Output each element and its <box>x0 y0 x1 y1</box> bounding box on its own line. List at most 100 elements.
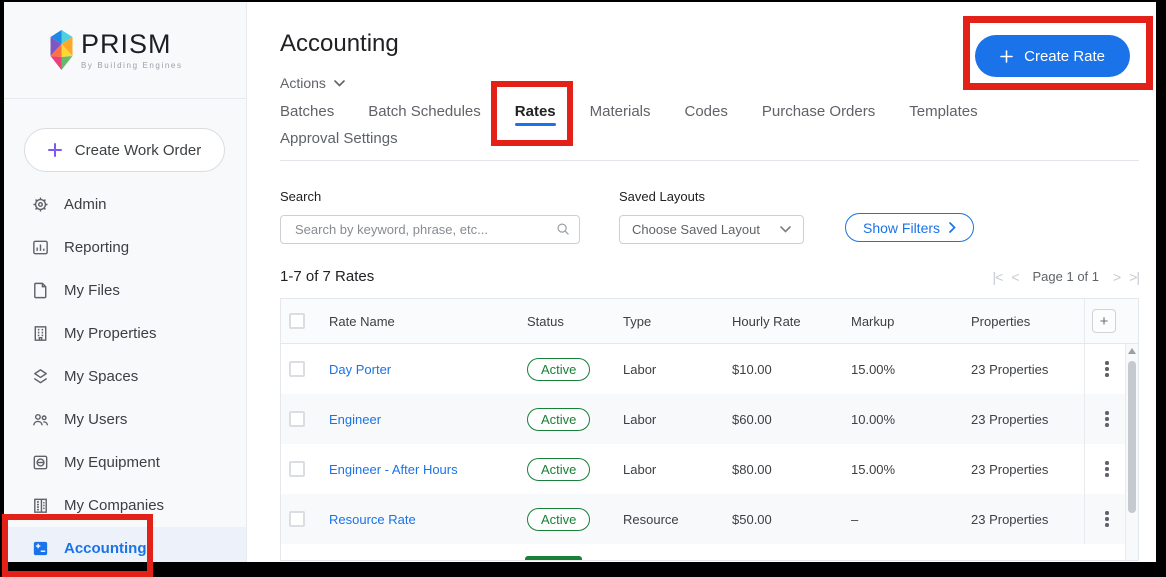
logo-text: PRISM By Building Engines <box>81 28 183 70</box>
table-header: Rate Name Status Type Hourly Rate Markup… <box>281 299 1138 344</box>
sidebar-item-my-equipment[interactable]: My Equipment <box>4 441 246 484</box>
column-header-rate-name[interactable]: Rate Name <box>329 313 395 329</box>
create-rate-button[interactable]: Create Rate <box>975 35 1130 77</box>
tab-batches[interactable]: Batches <box>280 103 335 120</box>
select-all-checkbox[interactable] <box>289 313 305 329</box>
plus-icon <box>47 143 62 157</box>
sidebar-item-my-files[interactable]: My Files <box>4 269 246 312</box>
results-row: 1-7 of 7 Rates |< < Page 1 of 1 > >| <box>280 268 1140 285</box>
table-row[interactable]: Day Porter Active Labor $10.00 15.00% 23… <box>281 344 1138 394</box>
type-cell: Labor <box>623 361 657 377</box>
rate-name-link[interactable]: Day Porter <box>329 361 392 377</box>
scrollbar-thumb[interactable] <box>1128 361 1136 513</box>
sidebar-item-label: My Spaces <box>64 368 139 385</box>
row-menu-icon[interactable] <box>1101 407 1113 431</box>
column-header-properties[interactable]: Properties <box>971 313 1031 329</box>
sidebar-item-my-companies[interactable]: My Companies <box>4 484 246 527</box>
row-checkbox[interactable] <box>289 511 305 527</box>
rate-name-link[interactable]: Resource Rate <box>329 511 416 527</box>
search-label: Search <box>280 189 322 204</box>
actions-label: Actions <box>280 75 326 91</box>
app-window: PRISM By Building Engines Create Work Or… <box>4 2 1156 562</box>
row-checkbox[interactable] <box>289 461 305 477</box>
company-icon <box>30 496 50 516</box>
page-title: Accounting <box>280 30 399 57</box>
row-menu-icon[interactable] <box>1101 357 1113 381</box>
markup-cell: 15.00% <box>851 361 896 377</box>
table-scrollbar[interactable] <box>1125 344 1138 560</box>
bar-chart-icon <box>30 238 50 258</box>
tab-approval-settings[interactable]: Approval Settings <box>280 130 398 147</box>
show-filters-button[interactable]: Show Filters <box>845 213 975 242</box>
main-content: Accounting Create Rate Actions Batches B… <box>247 2 1156 562</box>
scroll-up-icon[interactable] <box>1128 348 1136 354</box>
properties-cell: 23 Properties <box>971 411 1049 427</box>
prev-page-button[interactable]: < <box>1011 268 1019 285</box>
search-icon <box>556 222 570 236</box>
chevron-down-icon <box>780 226 791 233</box>
create-work-order-button[interactable]: Create Work Order <box>24 128 225 172</box>
status-badge: Active <box>527 407 591 431</box>
saved-layouts-field: Saved Layouts Choose Saved Layout <box>619 189 804 244</box>
tab-batch-schedules[interactable]: Batch Schedules <box>368 103 481 120</box>
search-field: Search <box>280 189 580 244</box>
layers-icon <box>30 367 50 387</box>
brand-name: PRISM <box>81 28 172 59</box>
status-badge: Active <box>527 357 591 381</box>
sidebar-item-label: My Users <box>64 411 128 428</box>
actions-dropdown[interactable]: Actions <box>280 75 345 91</box>
table-row-partial <box>281 544 1138 560</box>
row-checkbox[interactable] <box>289 361 305 377</box>
plus-icon <box>1000 49 1013 63</box>
tab-rates[interactable]: Rates <box>514 103 556 130</box>
saved-layouts-value: Choose Saved Layout <box>632 222 760 237</box>
building-icon <box>30 324 50 344</box>
row-menu-icon[interactable] <box>1101 507 1113 531</box>
markup-cell: – <box>851 511 859 527</box>
sidebar-item-label: Accounting <box>64 540 147 557</box>
status-badge: Active <box>527 457 591 481</box>
create-work-order-label: Create Work Order <box>74 141 202 159</box>
calculator-icon <box>30 539 50 559</box>
sidebar-item-admin[interactable]: Admin <box>4 183 246 226</box>
tab-materials[interactable]: Materials <box>589 103 651 120</box>
rate-name-link[interactable]: Engineer <box>329 411 382 427</box>
column-header-hourly-rate[interactable]: Hourly Rate <box>732 313 801 329</box>
tab-codes[interactable]: Codes <box>684 103 728 120</box>
sidebar-item-my-spaces[interactable]: My Spaces <box>4 355 246 398</box>
first-page-button[interactable]: |< <box>992 268 1004 285</box>
sidebar-item-accounting[interactable]: Accounting <box>4 527 246 562</box>
results-count: 1-7 of 7 Rates <box>280 268 375 285</box>
hourly-rate-cell: $50.00 <box>732 511 772 527</box>
rates-table: Rate Name Status Type Hourly Rate Markup… <box>280 298 1139 561</box>
sidebar-item-reporting[interactable]: Reporting <box>4 226 246 269</box>
gear-icon <box>30 195 50 215</box>
status-badge-partial <box>525 556 582 560</box>
next-page-button[interactable]: > <box>1113 268 1121 285</box>
column-header-status[interactable]: Status <box>527 313 564 329</box>
sidebar-item-label: My Files <box>64 282 120 299</box>
table-row[interactable]: Resource Rate Active Resource $50.00 – 2… <box>281 494 1138 544</box>
sidebar-item-my-users[interactable]: My Users <box>4 398 246 441</box>
row-checkbox[interactable] <box>289 411 305 427</box>
column-header-markup[interactable]: Markup <box>851 313 895 329</box>
last-page-button[interactable]: >| <box>1129 268 1140 285</box>
column-header-type[interactable]: Type <box>623 313 652 329</box>
sidebar-item-label: My Companies <box>64 497 165 514</box>
tab-templates[interactable]: Templates <box>909 103 978 120</box>
sidebar-item-my-properties[interactable]: My Properties <box>4 312 246 355</box>
sidebar-item-label: My Properties <box>64 325 157 342</box>
table-row[interactable]: Engineer Active Labor $60.00 10.00% 23 P… <box>281 394 1138 444</box>
saved-layouts-select[interactable]: Choose Saved Layout <box>619 215 804 244</box>
users-icon <box>30 410 50 430</box>
hourly-rate-cell: $60.00 <box>732 411 772 427</box>
sidebar-item-label: My Equipment <box>64 454 160 471</box>
add-column-button[interactable]: + <box>1092 309 1116 333</box>
properties-cell: 23 Properties <box>971 511 1049 527</box>
tab-purchase-orders[interactable]: Purchase Orders <box>761 103 876 120</box>
rate-name-link[interactable]: Engineer - After Hours <box>329 461 458 477</box>
table-row[interactable]: Engineer - After Hours Active Labor $80.… <box>281 444 1138 494</box>
row-menu-icon[interactable] <box>1101 457 1113 481</box>
search-input[interactable] <box>280 215 580 244</box>
logo: PRISM By Building Engines <box>4 2 246 99</box>
